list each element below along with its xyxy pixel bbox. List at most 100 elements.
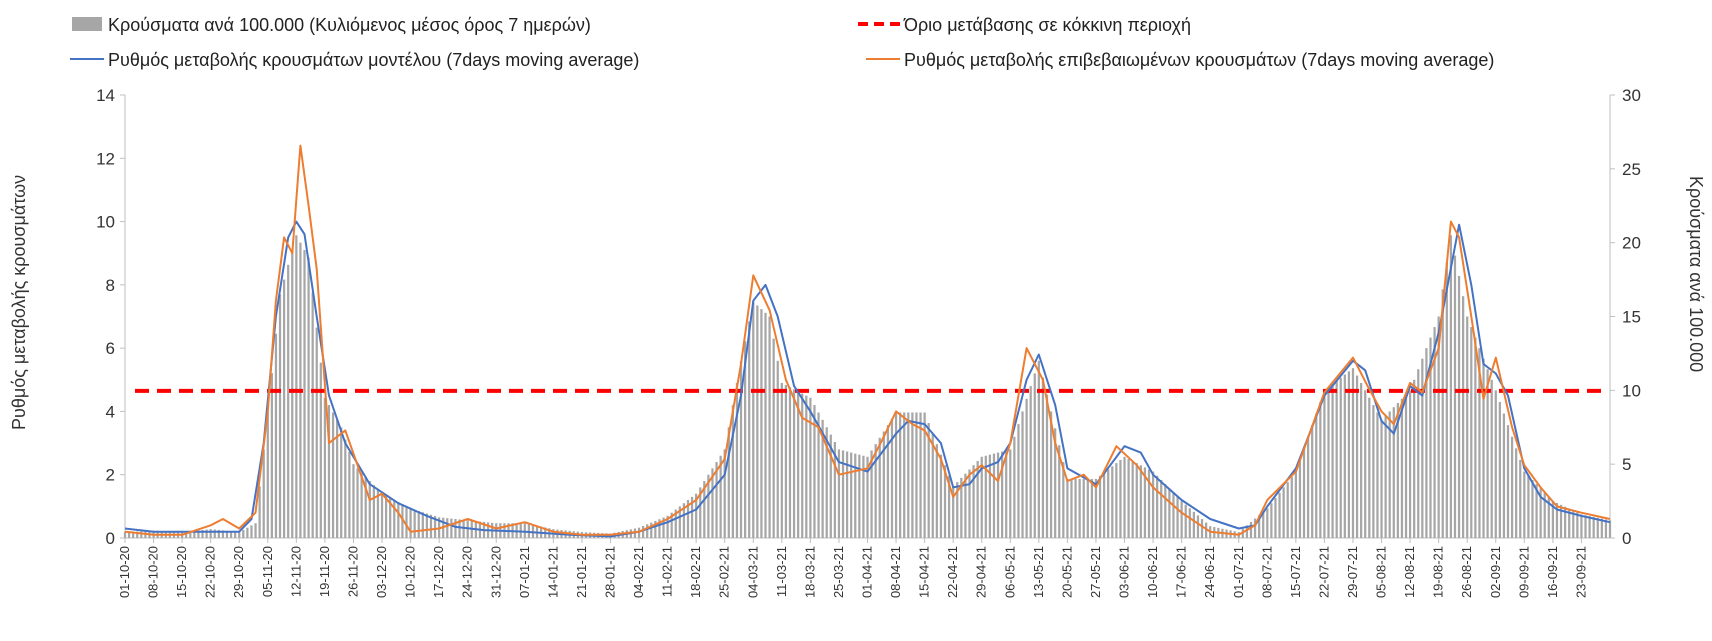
bar — [425, 513, 429, 538]
bar — [760, 309, 763, 538]
x-tick-label: 04-03-21 — [745, 546, 760, 598]
x-tick-label: 11-02-21 — [660, 546, 675, 597]
right-tick-label: 10 — [1622, 381, 1641, 400]
bar — [1478, 348, 1481, 538]
bar — [817, 412, 820, 538]
bar — [637, 527, 641, 538]
bar — [1551, 501, 1555, 538]
bar — [1298, 459, 1302, 538]
bar — [372, 485, 375, 538]
bar — [389, 497, 392, 538]
x-tick-label: 02-09-21 — [1488, 546, 1503, 598]
bar — [303, 250, 306, 539]
legend-label-threshold: Όριο μετάβασης σε κόκκινη περιοχή — [903, 15, 1191, 35]
x-tick-label: 29-04-21 — [974, 546, 989, 598]
bar — [1510, 436, 1514, 538]
bar — [911, 412, 914, 538]
bar — [723, 449, 726, 538]
bar — [821, 419, 824, 538]
bar — [874, 444, 877, 538]
bar — [756, 305, 759, 538]
bar — [1001, 451, 1004, 538]
bar — [923, 412, 926, 538]
bar — [1160, 479, 1163, 538]
confirmed-rate-line — [124, 144, 1611, 536]
bar — [229, 531, 233, 538]
bar — [1156, 475, 1159, 538]
bar — [931, 433, 934, 538]
bar — [1486, 369, 1489, 538]
line-series — [124, 144, 1611, 538]
bar — [221, 530, 225, 538]
bar — [964, 473, 967, 538]
right-tick-label: 0 — [1622, 529, 1631, 548]
bar — [903, 412, 906, 538]
bar — [1470, 327, 1473, 538]
bar — [825, 427, 828, 538]
bar — [658, 519, 661, 538]
right-tick-label: 5 — [1622, 455, 1631, 474]
bar — [1249, 521, 1253, 538]
bar — [952, 486, 955, 538]
bar — [217, 529, 220, 538]
bar — [686, 500, 690, 538]
bar — [1200, 519, 1204, 538]
bar — [1531, 479, 1534, 538]
bar — [646, 524, 649, 538]
bar — [1429, 337, 1432, 538]
bar — [1592, 516, 1595, 538]
bar — [976, 461, 979, 538]
bar — [1384, 415, 1387, 538]
bar — [1282, 487, 1285, 538]
bar — [136, 531, 139, 538]
bar — [984, 455, 987, 538]
bar — [1188, 508, 1191, 538]
bar — [1380, 419, 1383, 538]
bar — [205, 529, 208, 538]
bar — [960, 477, 963, 538]
bar — [1062, 462, 1065, 538]
bar — [1608, 520, 1612, 538]
x-tick-label: 21-01-21 — [574, 546, 589, 598]
bar — [854, 453, 857, 538]
bar — [988, 454, 992, 538]
bar — [307, 257, 310, 538]
bar — [792, 389, 796, 538]
bar — [890, 418, 894, 538]
bar — [1070, 478, 1073, 538]
x-tick-label: 29-07-21 — [1345, 546, 1360, 598]
left-tick-label: 12 — [96, 149, 115, 168]
bar — [1421, 358, 1424, 538]
bar — [234, 531, 237, 538]
bar — [1413, 379, 1416, 538]
bar — [1302, 448, 1306, 538]
bar — [1449, 235, 1453, 539]
bar — [870, 450, 873, 538]
bar — [352, 464, 355, 538]
left-axis-ticks: 0 2 4 6 8 10 12 14 — [96, 86, 125, 548]
x-tick-label: 18-03-21 — [802, 546, 817, 598]
bar — [450, 518, 453, 538]
bar — [1600, 518, 1603, 538]
bar — [1355, 375, 1359, 538]
bar — [384, 495, 388, 538]
bar — [1576, 512, 1579, 538]
bar — [1519, 459, 1522, 538]
bar — [666, 515, 669, 538]
bar — [662, 517, 665, 538]
bar — [927, 423, 930, 538]
bar — [1017, 424, 1020, 538]
bar — [1523, 471, 1526, 538]
model-rate-line — [124, 220, 1611, 538]
bar — [715, 462, 718, 538]
x-tick-label: 25-02-21 — [717, 546, 732, 598]
x-tick-label: 18-02-21 — [688, 546, 703, 598]
bar — [670, 512, 673, 538]
bar — [1270, 503, 1273, 538]
bar — [764, 312, 767, 538]
bar — [1107, 469, 1110, 538]
bar — [1515, 448, 1518, 538]
bar — [1474, 337, 1477, 538]
x-tick-label: 11-03-21 — [774, 546, 789, 597]
bar — [1094, 478, 1098, 538]
